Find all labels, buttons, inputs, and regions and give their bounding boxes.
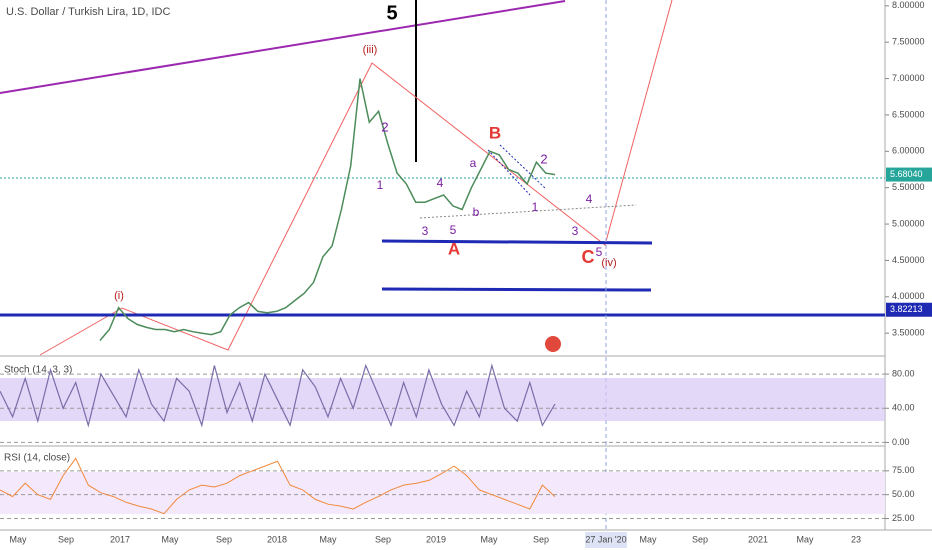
stoch-title: Stoch (14, 3, 3)	[4, 365, 72, 376]
y-tick-label: 75.00	[892, 465, 915, 475]
y-tick-label: 4.50000	[892, 255, 925, 265]
x-tick-label: May	[319, 534, 337, 544]
chart-title: U.S. Dollar / Turkish Lira, 1D, IDC	[6, 6, 170, 18]
wave-label: 5	[386, 2, 397, 24]
y-tick-label: 40.00	[892, 403, 915, 413]
y-tick-label: 0.00	[892, 437, 910, 447]
y-tick-label: 4.00000	[892, 291, 925, 301]
price-label: 5.68040	[890, 169, 923, 179]
wave-label: 2	[381, 119, 388, 134]
y-tick-label: 6.00000	[892, 146, 925, 156]
wave-label: 4	[437, 176, 444, 190]
event-icon	[545, 336, 561, 352]
x-tick-label: 23	[851, 534, 861, 544]
x-tick-label: Sep	[375, 534, 391, 544]
wave-label: (i)	[114, 290, 124, 302]
wave-label: 1	[377, 178, 384, 192]
rsi-title: RSI (14, close)	[4, 453, 70, 464]
y-tick-label: 50.00	[892, 489, 915, 499]
x-tick-label: May	[480, 534, 498, 544]
x-tick-label: May	[796, 534, 814, 544]
wave-label: a	[470, 156, 477, 170]
wave-label: b	[473, 205, 480, 219]
x-tick-label: 2021	[748, 534, 768, 544]
x-tick-label: 27 Jan '20	[585, 534, 626, 544]
y-tick-label: 6.50000	[892, 109, 925, 119]
wave-label: 5	[450, 223, 457, 237]
x-tick-label: Sep	[216, 534, 232, 544]
trend-line	[0, 0, 566, 94]
wave-label: A	[448, 239, 460, 258]
x-tick-label: May	[9, 534, 27, 544]
y-tick-label: 7.00000	[892, 73, 925, 83]
stoch-band	[0, 378, 885, 421]
wave-label: 5	[596, 245, 603, 259]
wave-label: (iii)	[363, 44, 378, 56]
x-tick-label: Sep	[58, 534, 74, 544]
price-line	[99, 78, 556, 341]
wave-label: 4	[586, 192, 593, 206]
y-tick-label: 25.00	[892, 513, 915, 523]
y-tick-label: 5.50000	[892, 182, 925, 192]
stoch-line	[0, 363, 556, 428]
x-tick-label: 2018	[267, 534, 287, 544]
x-tick-label: 2017	[110, 534, 130, 544]
wave-label: 3	[572, 224, 579, 238]
y-tick-label: 7.50000	[892, 37, 925, 47]
wave-label: C	[582, 247, 595, 267]
trend-line	[419, 204, 637, 219]
y-tick-label: 80.00	[892, 368, 915, 378]
x-tick-label: Sep	[692, 534, 708, 544]
rsi-band	[0, 472, 885, 514]
wave-label: B	[489, 123, 501, 142]
x-tick-label: May	[161, 534, 179, 544]
date-highlight	[585, 532, 627, 548]
wave-label: (iv)	[601, 257, 616, 269]
level-line	[381, 239, 653, 245]
price-label-box	[886, 302, 932, 317]
wave-label: 1	[532, 200, 539, 214]
rsi-line	[0, 457, 556, 515]
x-tick-label: Sep	[533, 534, 549, 544]
wave-label: 3	[422, 224, 429, 238]
wave-label: 2	[540, 151, 547, 166]
level-line	[381, 287, 652, 292]
price-label: 3.82213	[890, 304, 923, 314]
price-label-box	[886, 167, 932, 182]
y-tick-label: 5.00000	[892, 218, 925, 228]
y-tick-label: 8.00000	[892, 0, 925, 10]
y-tick-label: 3.50000	[892, 328, 925, 338]
x-tick-label: 2019	[426, 534, 446, 544]
x-tick-label: May	[639, 534, 657, 544]
